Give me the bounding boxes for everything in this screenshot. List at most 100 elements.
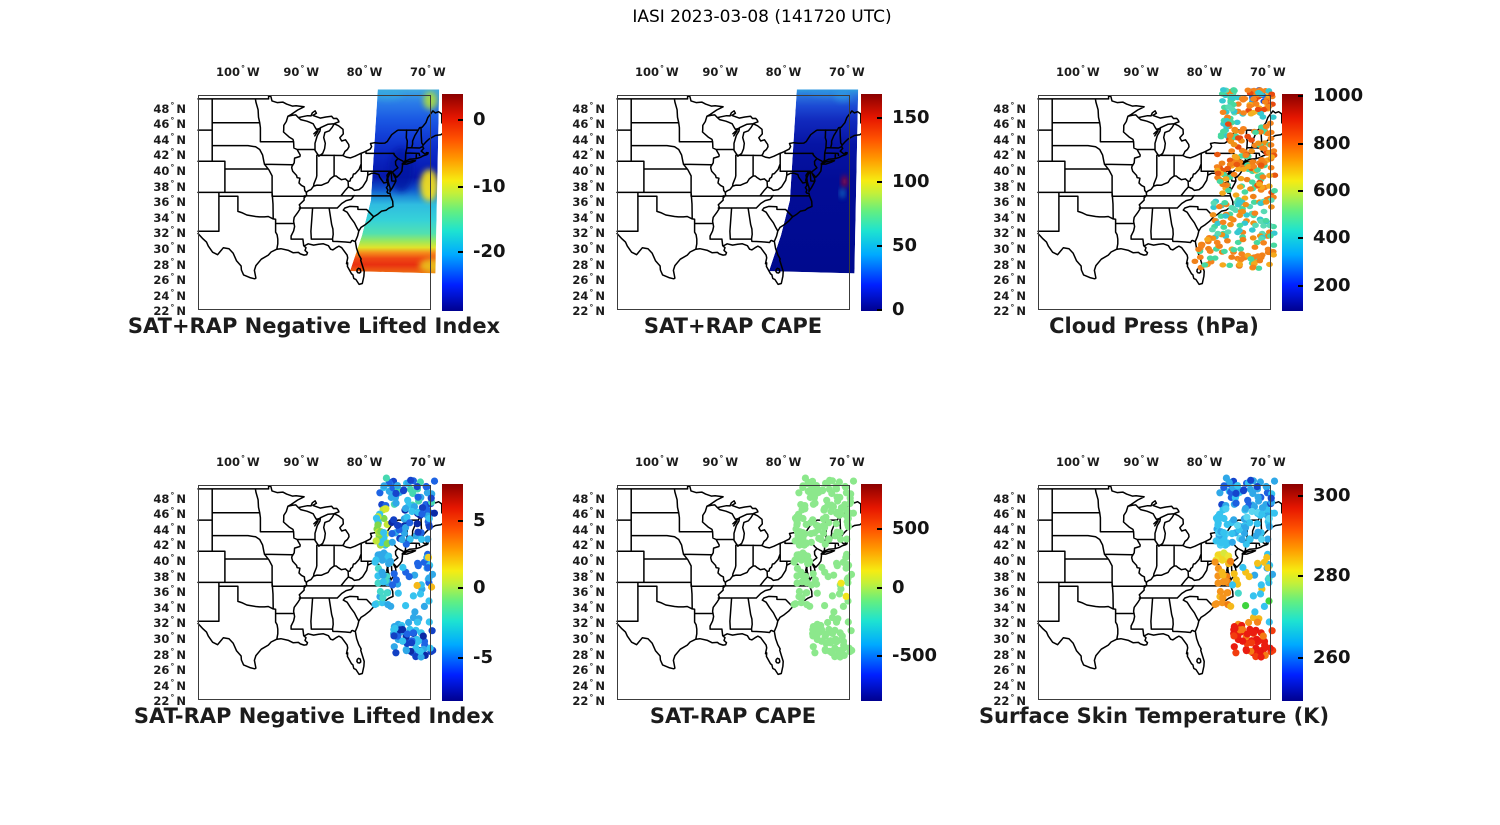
- lat-tick-label: 22° N: [153, 693, 186, 709]
- colorbar-tick-label: 280: [1313, 565, 1351, 586]
- lat-tick-label: 38° N: [993, 178, 1026, 194]
- colorbar-tick-mark: [458, 657, 463, 659]
- panel-title: SAT+RAP CAPE: [643, 314, 823, 338]
- lat-tick-label: 24° N: [572, 287, 605, 303]
- colorbar-tick-labels: 5 0 -5: [473, 484, 543, 701]
- map-frame: [1038, 485, 1271, 700]
- panel-surface-skin-temperature: 100° W 90° W 80° W 70° W 48° N 46° N 44° N 42° N 40° N 38…: [979, 454, 1351, 728]
- lat-tick-label: 22° N: [993, 303, 1026, 319]
- map-frame: [617, 485, 850, 700]
- lat-tick-label: 28° N: [572, 646, 605, 662]
- lon-tick-label: 70° W: [1249, 454, 1286, 469]
- colorbar-gradient: [861, 94, 882, 311]
- lat-tick-label: 46° N: [153, 506, 186, 522]
- lon-tick-label: 100° W: [635, 454, 679, 469]
- data-scatter: [371, 474, 439, 661]
- colorbar-gradient: [442, 94, 463, 311]
- panel-sat-minus-rap-cape: 100° W 90° W 80° W 70° W 48° N 46° N 44° N 42° N 40° N 38…: [572, 454, 937, 728]
- lat-tick-label: 36° N: [153, 584, 186, 600]
- map-frame: [1038, 95, 1271, 310]
- lat-tick-label: 30° N: [572, 240, 605, 256]
- lat-tick-label: 46° N: [993, 506, 1026, 522]
- lon-tick-label: 70° W: [1249, 64, 1286, 79]
- lon-tick-label: 80° W: [346, 454, 383, 469]
- lat-tick-label: 26° N: [153, 662, 186, 677]
- lat-tick-label: 36° N: [572, 584, 605, 600]
- colorbar-tick-mark: [877, 244, 882, 247]
- lat-tick-label: 24° N: [993, 287, 1026, 303]
- colorbar-tick-labels: 1000 800 600 400 200: [1313, 86, 1383, 311]
- lon-tick-label: 80° W: [1186, 454, 1223, 469]
- colorbar-tick-label: -500: [892, 645, 938, 667]
- colorbar-tick-labels: 0 -10 -20: [473, 94, 543, 311]
- lat-tick-label: 28° N: [993, 646, 1026, 662]
- lon-tick-label: 80° W: [346, 64, 383, 79]
- lat-tick-label: 22° N: [153, 303, 186, 319]
- lat-tick-label: 26° N: [993, 272, 1026, 287]
- lon-tick-label: 80° W: [765, 454, 802, 469]
- lon-tick-label: 70° W: [409, 64, 446, 79]
- lat-tick-label: 40° N: [572, 553, 605, 568]
- lat-tick-label: 42° N: [572, 537, 605, 553]
- latitude-axis-labels: 48° N 46° N 44° N 42° N 40° N 38° N 36° N 34° N 32° N 30° N…: [98, 95, 193, 318]
- lat-tick-label: 22° N: [993, 693, 1026, 709]
- colorbar-tick-labels: 300 280 260: [1313, 484, 1383, 701]
- lon-tick-label: 100° W: [216, 454, 260, 469]
- colorbar-tick-mark: [1298, 142, 1303, 145]
- lat-tick-label: 34° N: [993, 599, 1026, 615]
- data-swath: [769, 89, 859, 274]
- panel-title: Cloud Press (hPa): [1049, 314, 1259, 338]
- lat-tick-label: 30° N: [572, 630, 605, 646]
- colorbar-tick-mark: [458, 119, 463, 122]
- panel-title: Surface Skin Temperature (K): [978, 704, 1330, 728]
- lon-tick-label: 90° W: [283, 454, 320, 469]
- colorbar-tick-mark: [877, 527, 882, 530]
- lon-tick-label: 90° W: [1123, 64, 1160, 79]
- colorbar-tick-label: 50: [892, 234, 918, 256]
- lat-tick-label: 48° N: [993, 100, 1026, 116]
- lon-tick-label: 100° W: [1056, 454, 1100, 469]
- lon-tick-label: 100° W: [216, 64, 260, 79]
- lat-tick-label: 30° N: [993, 630, 1026, 646]
- lat-tick-label: 32° N: [572, 225, 605, 241]
- lat-tick-label: 34° N: [572, 209, 605, 225]
- lat-tick-label: 28° N: [153, 646, 186, 662]
- colorbar-tick-mark: [458, 586, 463, 589]
- lon-tick-label: 70° W: [409, 454, 446, 469]
- lat-tick-label: 30° N: [153, 630, 186, 646]
- panel-title: SAT-RAP Negative Lifted Index: [133, 704, 495, 728]
- lat-tick-label: 30° N: [993, 240, 1026, 256]
- lat-tick-label: 38° N: [572, 568, 605, 584]
- lat-tick-label: 28° N: [993, 256, 1026, 272]
- colorbar-tick-mark: [1298, 237, 1303, 240]
- map-frame: [198, 95, 431, 310]
- map-plot: [197, 474, 448, 700]
- lon-tick-label: 90° W: [1123, 454, 1160, 469]
- lat-tick-label: 32° N: [993, 615, 1026, 631]
- lat-tick-label: 48° N: [153, 100, 186, 116]
- lon-tick-label: 100° W: [1056, 64, 1100, 79]
- lat-tick-label: 38° N: [572, 178, 605, 194]
- lat-tick-label: 32° N: [153, 225, 186, 241]
- colorbar-tick-mark: [1298, 575, 1303, 577]
- colorbar-tick-label: 600: [1313, 180, 1351, 201]
- colorbar-tick-label: 200: [1313, 275, 1351, 296]
- lat-tick-label: 38° N: [153, 178, 186, 194]
- data-scatter: [790, 474, 858, 661]
- lat-tick-label: 40° N: [153, 553, 186, 568]
- longitude-axis-labels: 100° W 90° W 80° W 70° W: [198, 64, 446, 82]
- latitude-axis-labels: 48° N 46° N 44° N 42° N 40° N 38° N 36° N 34° N 32° N 30° N…: [938, 485, 1033, 708]
- lon-tick-label: 90° W: [702, 454, 739, 469]
- lat-tick-label: 40° N: [153, 163, 186, 178]
- panel-title: SAT-RAP CAPE: [649, 704, 817, 728]
- colorbar-tick-label: 400: [1313, 227, 1351, 249]
- lat-tick-label: 26° N: [572, 272, 605, 287]
- colorbar-tick-mark: [1298, 657, 1303, 659]
- colorbar-tick-mark: [877, 586, 882, 589]
- lat-tick-label: 32° N: [572, 615, 605, 631]
- lat-tick-label: 48° N: [153, 490, 186, 506]
- lat-tick-label: 36° N: [993, 584, 1026, 600]
- lat-tick-label: 36° N: [993, 194, 1026, 210]
- lon-tick-label: 90° W: [702, 64, 739, 79]
